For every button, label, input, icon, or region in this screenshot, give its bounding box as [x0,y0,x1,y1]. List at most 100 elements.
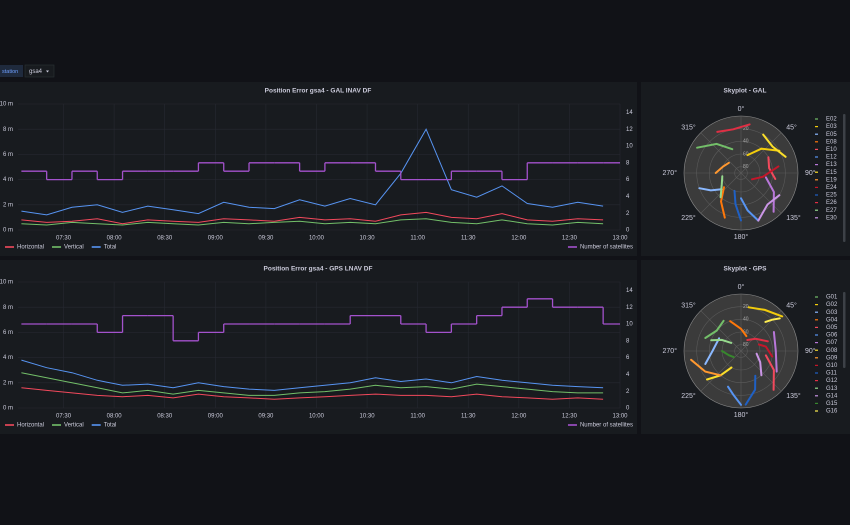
x-tick-label: 11:00 [410,414,425,420]
error-line [21,372,604,396]
legend-swatch [815,349,818,351]
satellite-track [698,187,723,192]
legend-label: Number of satellites [580,423,633,429]
satellite-track [716,123,751,133]
satellite-track [696,142,734,151]
legend-label: E26 [826,200,837,206]
x-tick-label: 09:00 [208,414,224,420]
satellite-track [710,338,733,344]
x-tick-label: 08:00 [107,236,123,242]
satellite-track [727,385,742,406]
panel-title: Position Error gsa4 - GPS LNAV DF [264,266,373,273]
y2-tick-label: 6 [626,177,630,183]
x-tick-label: 08:00 [107,414,123,420]
x-tick-label: 12:00 [511,414,527,420]
ring-label: 40 [743,317,749,323]
legend-swatch [815,141,818,143]
spoke [740,310,782,352]
angle-label: 90° [805,169,816,177]
legend-label: E10 [826,147,837,153]
x-tick-label: 11:00 [410,236,425,242]
x-tick-label: 11:30 [461,414,476,420]
angle-label: 225° [681,392,696,400]
satellite-track [767,156,777,180]
satellite-track [747,306,784,318]
legend-swatch [815,402,818,404]
legend-label: G02 [826,302,838,308]
legend-label: E24 [826,185,837,191]
legend-swatch [815,410,818,412]
legend-label: E13 [826,162,837,168]
legend-swatch [815,319,818,321]
legend-label: Vertical [64,423,84,429]
y2-tick-label: 0 [626,406,630,412]
legend-swatch [815,202,818,204]
satellite-track [764,354,775,391]
satellite-track [719,175,724,199]
scrollbar[interactable] [843,114,846,242]
satellite-track [740,197,760,222]
legend-swatch [815,380,818,382]
y2-tick-label: 0 [626,228,630,234]
legend-label: G08 [826,348,838,354]
satellite-track [746,337,769,343]
legend-swatch [815,133,818,135]
legend-swatch [815,357,818,359]
legend-swatch [815,156,818,158]
satellite-track [762,133,787,158]
y2-tick-label: 10 [626,144,633,150]
angle-label: 270° [663,169,678,177]
legend-label: G15 [826,401,838,407]
legend-swatch [52,424,62,426]
y2-tick-label: 14 [626,110,633,116]
ring-label: 80 [743,342,749,348]
legend-swatch [5,246,14,248]
legend-swatch [815,164,818,166]
legend-label: Total [104,245,117,251]
x-tick-label: 12:00 [511,236,527,242]
y-tick-label: 8 m [3,127,13,133]
legend-label: G09 [826,355,838,361]
ring-label: 80 [743,164,749,170]
ring-label: 20 [743,304,749,310]
x-tick-label: 08:30 [157,414,173,420]
y2-tick-label: 12 [626,127,633,133]
variable-value[interactable]: gsa4 [29,69,43,75]
variable-dropdown[interactable] [24,64,55,78]
legend-swatch [91,246,101,248]
scrollbar[interactable] [843,292,846,368]
legend-label: E19 [826,177,837,183]
legend-swatch [567,246,577,248]
y2-tick-label: 8 [626,160,630,166]
y-tick-label: 6 m [3,330,13,336]
satellite-track [751,165,780,181]
legend-swatch [815,148,818,150]
legend-label: E30 [826,215,837,221]
satellite-track [733,189,742,222]
panel-title: Skyplot - GPS [724,266,768,273]
angle-label: 315° [681,302,696,310]
legend-label: G06 [826,333,838,339]
y-tick-label: 6 m [3,152,13,158]
x-tick-label: 12:30 [562,236,578,242]
y-tick-label: 8 m [3,305,13,311]
satellite-track [704,319,725,339]
legend-swatch [815,217,818,219]
y-tick-label: 0 m [3,228,13,234]
angle-label: 90° [805,347,816,355]
y-tick-label: 10 m [0,102,13,108]
angle-label: 45° [786,302,797,310]
y2-tick-label: 8 [626,338,630,344]
x-tick-label: 07:30 [56,414,72,420]
panel [0,260,637,434]
dropdown-caret[interactable] [46,70,49,73]
y-tick-label: 4 m [3,177,13,183]
legend-swatch [815,118,818,120]
panel-title: Position Error gsa4 - GAL INAV DF [265,88,372,95]
legend-swatch [5,424,14,426]
satellite-track [764,176,775,213]
legend-label: E08 [826,139,837,145]
legend-swatch [567,424,577,426]
y-tick-label: 4 m [3,355,13,361]
